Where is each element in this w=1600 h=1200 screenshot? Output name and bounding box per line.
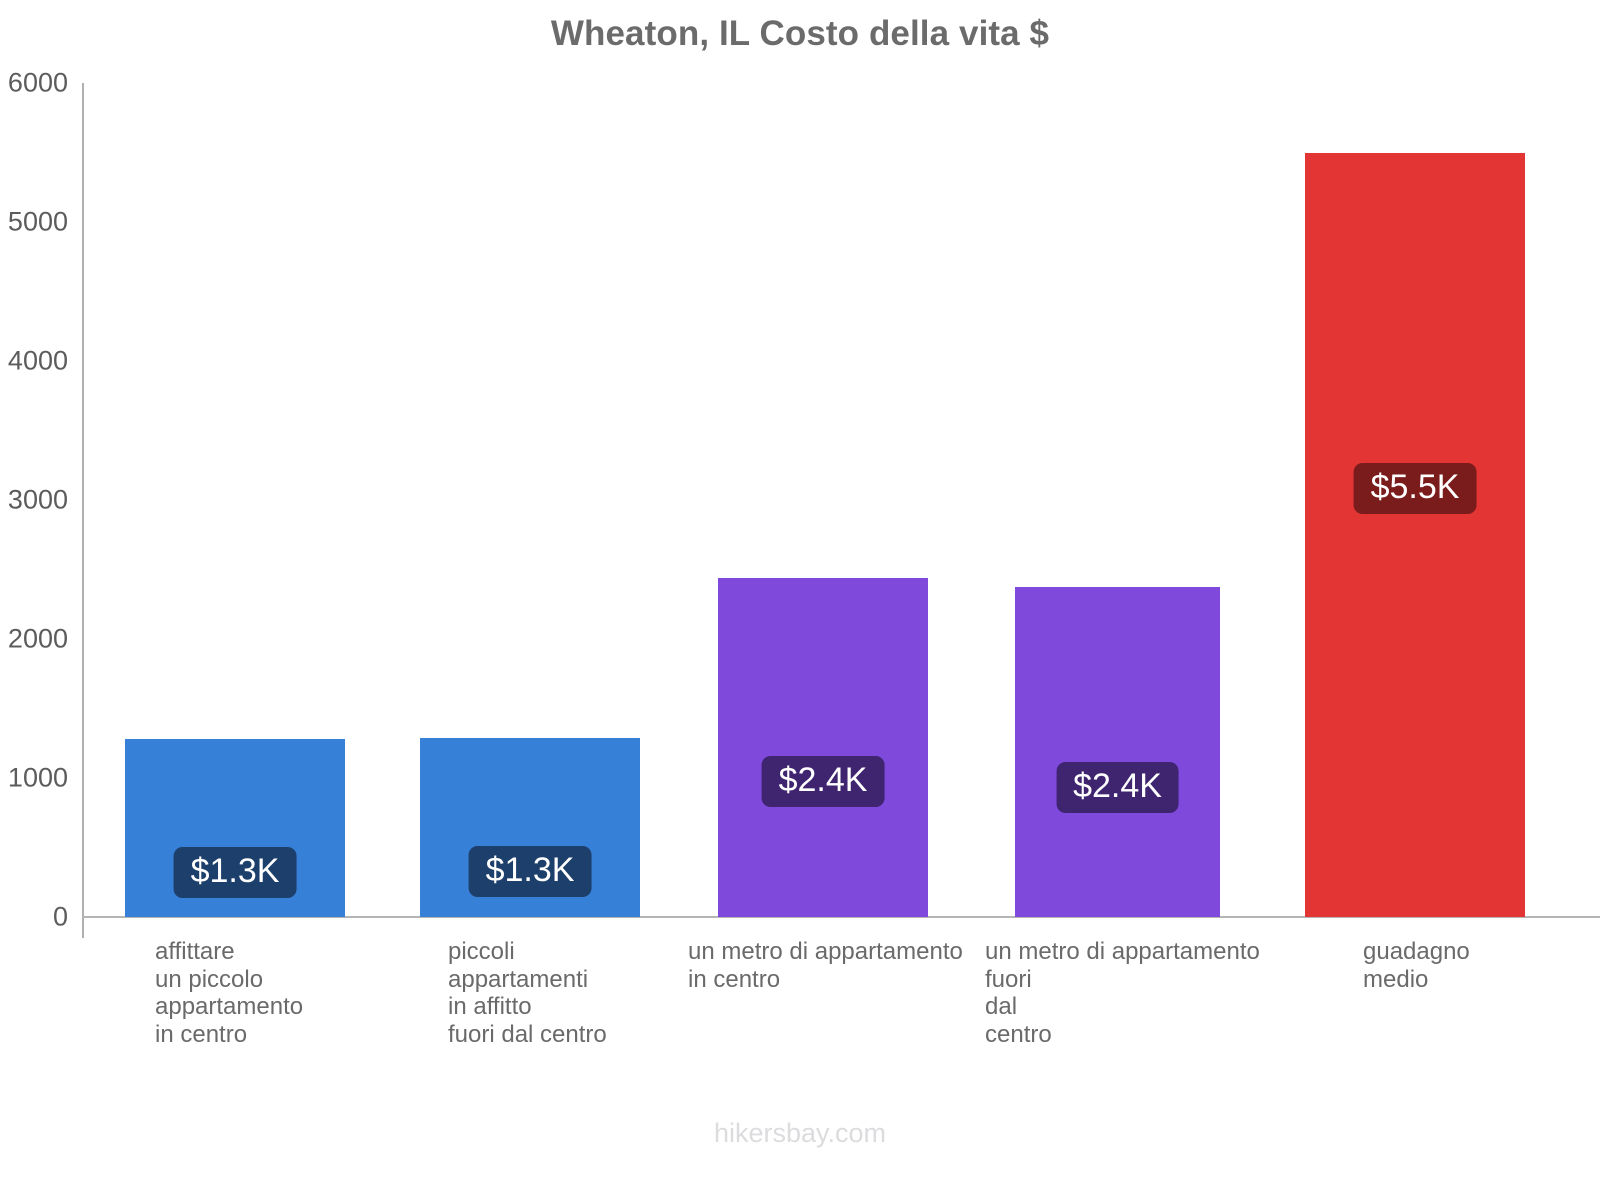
y-axis-tick-label: 3000 [7, 484, 68, 515]
y-axis-tick-label: 6000 [7, 67, 68, 98]
bar-value-label: $5.5K [1353, 462, 1477, 514]
bar-value-label: $2.4K [761, 755, 885, 807]
y-axis-tick-label: 2000 [7, 623, 68, 654]
bar[interactable]: $1.3K [420, 738, 640, 917]
y-axis-line [82, 83, 84, 938]
x-axis-category-label: un metro di appartamento in centro [688, 938, 963, 993]
y-axis-tick-label: 1000 [7, 762, 68, 793]
bar[interactable]: $1.3K [125, 739, 345, 917]
x-axis-line [82, 916, 1600, 918]
y-axis-tick-label: 5000 [7, 206, 68, 237]
y-axis-tick-label: 4000 [7, 345, 68, 376]
y-axis-tick-label: 0 [52, 901, 68, 932]
bar-value-label: $2.4K [1056, 761, 1179, 813]
chart-title: Wheaton, IL Costo della vita $ [550, 14, 1050, 53]
bar[interactable]: $5.5K [1305, 152, 1525, 917]
x-axis-category-label: un metro di appartamento fuori dal centr… [985, 938, 1260, 1048]
x-axis-category-label: affittare un piccolo appartamento in cen… [155, 938, 304, 1048]
plot-area: $1.3K $1.3K $2.4K $2.4K $5.5K [82, 83, 1590, 917]
bar-value-label: $1.3K [173, 847, 297, 899]
watermark: hikersbay.com [713, 1118, 887, 1148]
bar[interactable]: $2.4K [718, 577, 928, 917]
bar[interactable]: $2.4K [1015, 586, 1220, 917]
x-axis-category-label: guadagno medio [1363, 938, 1470, 993]
x-axis-category-label: piccoli appartamenti in affitto fuori da… [448, 938, 607, 1048]
bar-value-label: $1.3K [468, 846, 592, 898]
